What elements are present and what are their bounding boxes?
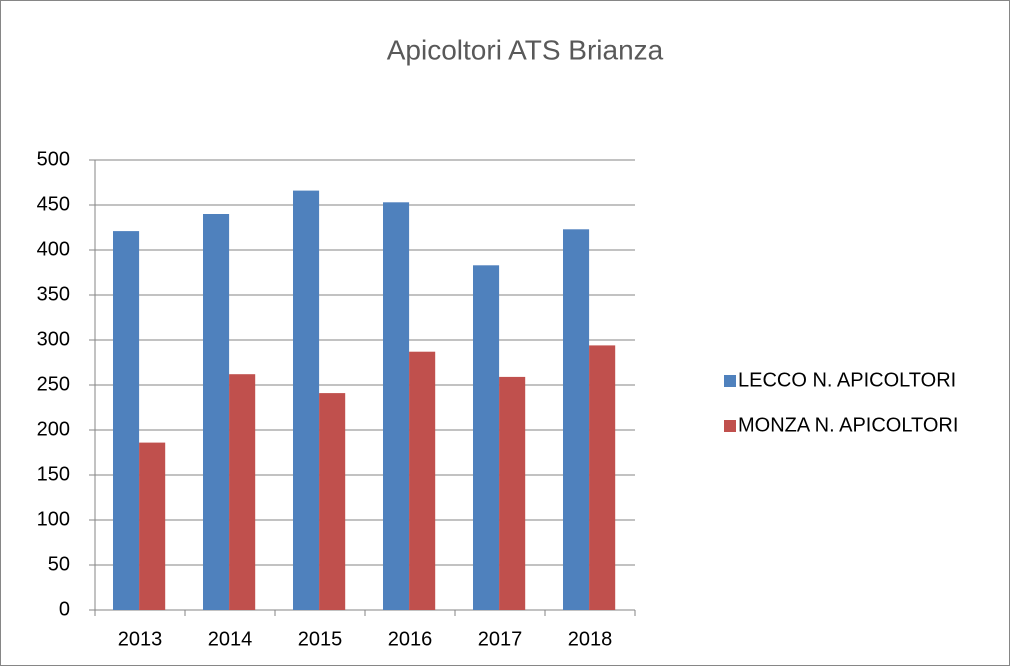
legend-swatch [724,375,736,387]
x-tick-label: 2015 [298,628,343,650]
x-tick-label: 2014 [208,628,253,650]
bar [383,202,410,611]
y-tick-label: 200 [37,418,70,440]
legend-label: LECCO N. APICOLTORI [738,369,956,391]
y-tick-label: 150 [37,463,70,485]
x-tick-label: 2013 [118,628,163,650]
y-tick-label: 50 [48,553,70,575]
bar [499,376,526,610]
x-tick-label: 2018 [568,628,613,650]
bar [319,393,346,610]
y-tick-label: 100 [37,508,70,530]
y-tick-label: 0 [59,598,70,620]
legend-swatch [724,420,736,432]
y-tick-label: 300 [37,328,70,350]
y-tick-label: 250 [37,373,70,395]
bar [203,214,230,610]
bar [409,351,436,610]
bar [139,442,166,610]
bar [293,190,320,610]
bar [113,231,140,610]
x-tick-label: 2017 [478,628,523,650]
y-tick-label: 350 [37,283,70,305]
x-tick-label: 2016 [388,628,433,650]
legend-label: MONZA N. APICOLTORI [738,414,958,436]
y-tick-label: 400 [37,238,70,260]
y-tick-label: 450 [37,193,70,215]
bar [589,345,616,610]
y-tick-label: 500 [37,148,70,170]
chart-title: Apicoltori ATS Brianza [387,34,664,65]
bar [563,229,590,611]
bar [229,374,256,610]
bar [473,265,500,610]
